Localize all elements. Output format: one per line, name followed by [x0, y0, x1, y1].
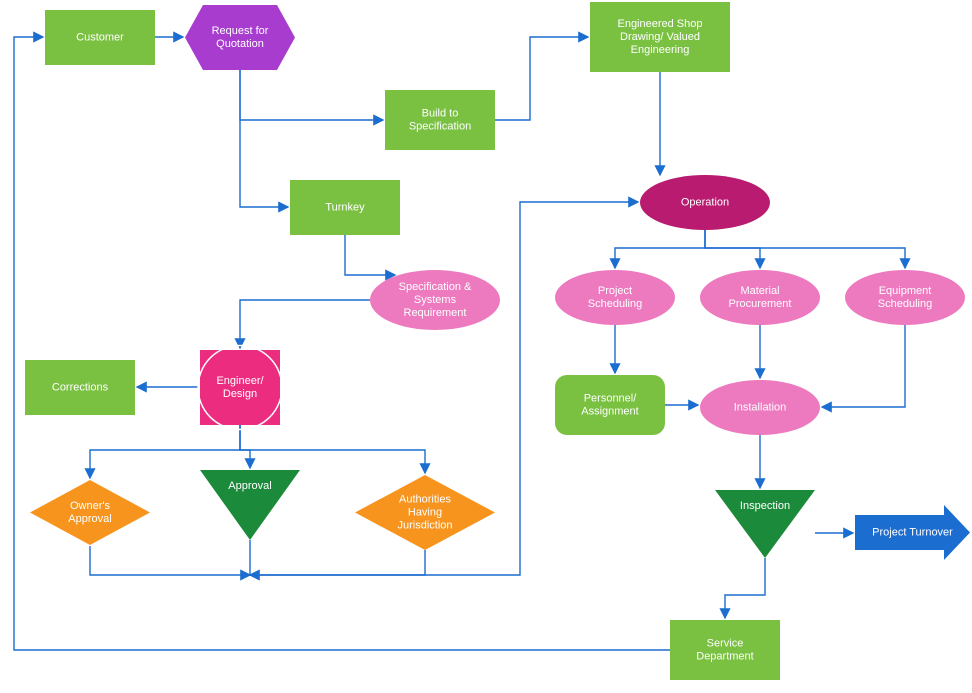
edge-inspection-service_dept — [725, 558, 765, 618]
svg-text:Department: Department — [696, 650, 753, 662]
edge-operation-mat_proc — [705, 230, 760, 268]
svg-text:Inspection: Inspection — [740, 500, 790, 512]
svg-text:Build to: Build to — [422, 107, 459, 119]
svg-text:Having: Having — [408, 506, 442, 518]
edge-equip_sched-installation — [822, 325, 905, 407]
edge-eng_design-auth_juris — [240, 425, 425, 473]
svg-text:Turnkey: Turnkey — [325, 201, 365, 213]
node-proj_turnover: Project Turnover — [855, 505, 970, 560]
node-approval: Approval — [200, 470, 300, 540]
svg-text:Scheduling: Scheduling — [878, 298, 932, 310]
node-build_spec: Build toSpecification — [385, 90, 495, 150]
node-inspection: Inspection — [715, 490, 815, 558]
svg-text:Project Turnover: Project Turnover — [872, 526, 953, 538]
svg-text:Operation: Operation — [681, 196, 729, 208]
svg-text:Approval: Approval — [228, 480, 271, 492]
edge-operation-equip_sched — [705, 230, 905, 268]
node-eng_design: Engineer/Design — [198, 346, 282, 430]
edge-rfq-build_spec — [240, 70, 383, 120]
node-customer: Customer — [45, 10, 155, 65]
node-equip_sched: EquipmentScheduling — [845, 270, 965, 325]
svg-text:Engineering: Engineering — [631, 44, 690, 56]
svg-text:Engineer/: Engineer/ — [216, 375, 264, 387]
edge-build_spec-eng_shop — [495, 37, 588, 120]
svg-text:Owner's: Owner's — [70, 500, 110, 512]
flowchart-canvas: CustomerRequest forQuotationBuild toSpec… — [0, 0, 972, 693]
edge-turnkey-spec_sys — [345, 235, 395, 275]
svg-text:Systems: Systems — [414, 294, 457, 306]
svg-text:Scheduling: Scheduling — [588, 298, 642, 310]
node-owner_appr: Owner'sApproval — [30, 480, 150, 545]
svg-text:Authorities: Authorities — [399, 493, 451, 505]
svg-text:Equipment: Equipment — [879, 285, 932, 297]
svg-text:Engineered Shop: Engineered Shop — [617, 18, 702, 30]
svg-text:Approval: Approval — [68, 513, 111, 525]
node-rfq: Request forQuotation — [185, 5, 295, 70]
svg-text:Procurement: Procurement — [729, 298, 792, 310]
svg-text:Corrections: Corrections — [52, 381, 109, 393]
edge-spec_sys-eng_design — [240, 300, 370, 348]
svg-text:Quotation: Quotation — [216, 38, 264, 50]
node-auth_juris: AuthoritiesHavingJurisdiction — [355, 475, 495, 550]
node-proj_sched: ProjectScheduling — [555, 270, 675, 325]
edge-operation-proj_sched — [615, 230, 705, 268]
node-turnkey: Turnkey — [290, 180, 400, 235]
node-corrections: Corrections — [25, 360, 135, 415]
svg-text:Project: Project — [598, 285, 632, 297]
svg-text:Requirement: Requirement — [404, 307, 467, 319]
node-personnel: Personnel/Assignment — [555, 375, 665, 435]
edge-eng_design-approval — [240, 425, 250, 468]
node-installation: Installation — [700, 380, 820, 435]
edge-auth_juris-join2 — [250, 550, 425, 575]
svg-text:Customer: Customer — [76, 31, 124, 43]
node-mat_proc: MaterialProcurement — [700, 270, 820, 325]
svg-text:Service: Service — [707, 637, 744, 649]
svg-text:Material: Material — [740, 285, 779, 297]
svg-text:Jurisdiction: Jurisdiction — [397, 519, 452, 531]
svg-text:Assignment: Assignment — [581, 405, 638, 417]
svg-text:Design: Design — [223, 388, 257, 400]
node-eng_shop: Engineered ShopDrawing/ ValuedEngineerin… — [590, 2, 730, 72]
edge-owner_appr-join1 — [90, 546, 250, 575]
svg-text:Request for: Request for — [212, 25, 269, 37]
svg-text:Drawing/ Valued: Drawing/ Valued — [620, 31, 700, 43]
svg-text:Specification: Specification — [409, 120, 471, 132]
svg-text:Personnel/: Personnel/ — [584, 392, 638, 404]
svg-text:Specification &: Specification & — [399, 281, 472, 293]
node-spec_sys: Specification &SystemsRequirement — [370, 270, 500, 330]
node-operation: Operation — [640, 175, 770, 230]
node-service_dept: ServiceDepartment — [670, 620, 780, 680]
svg-text:Installation: Installation — [734, 401, 787, 413]
edge-service_dept-customer — [14, 37, 670, 650]
edge-rfq-turnkey — [240, 70, 288, 207]
